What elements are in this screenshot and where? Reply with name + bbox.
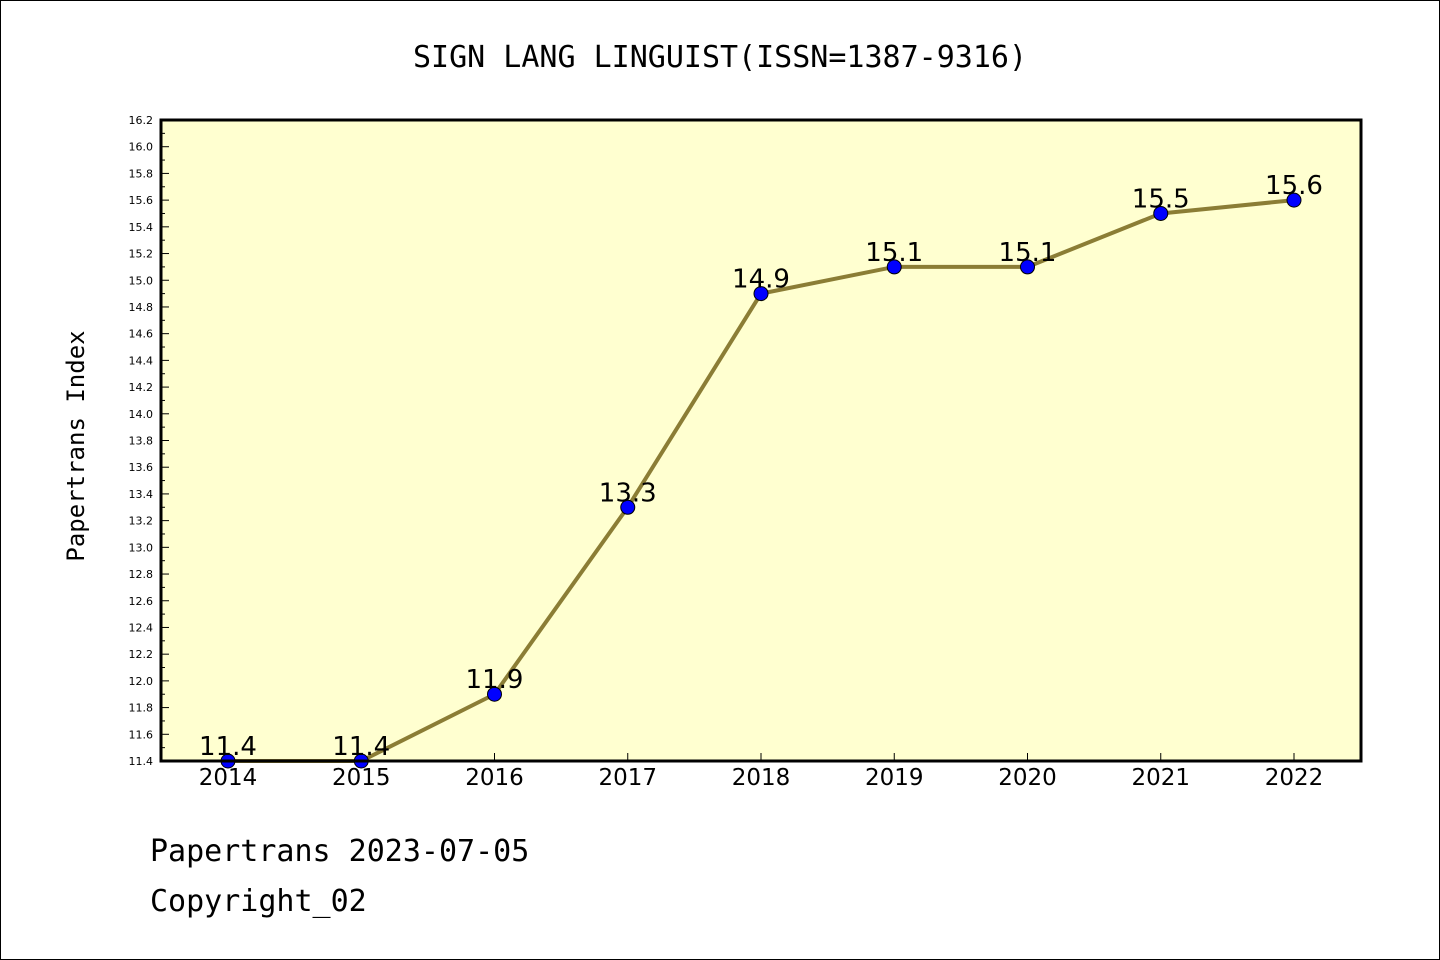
footer-source: Papertrans 2023-07-05 xyxy=(150,834,530,869)
data-point xyxy=(1286,192,1302,208)
data-point xyxy=(1153,205,1169,221)
footer-copyright: Copyright_02 xyxy=(150,884,367,919)
y-tick-label: 13.8 xyxy=(129,435,154,448)
y-tick-label: 14.0 xyxy=(129,408,154,421)
data-point xyxy=(487,686,502,702)
y-tick-label: 15.2 xyxy=(129,248,154,261)
plot-area xyxy=(161,120,1361,761)
y-tick-label: 14.2 xyxy=(129,381,154,394)
y-tick-label: 11.6 xyxy=(129,728,154,741)
y-tick-label: 12.4 xyxy=(129,621,154,634)
y-tick-label: 15.4 xyxy=(129,221,154,234)
y-tick-label: 15.8 xyxy=(129,167,154,180)
y-tick-label: 12.6 xyxy=(129,595,154,608)
y-tick-label: 14.6 xyxy=(129,328,154,341)
x-axis-ticks: 2014 2015 2016 2017 2018 2019 2020 2021 2022 xyxy=(199,753,1324,791)
data-point xyxy=(753,286,769,302)
x-tick-label: 2017 xyxy=(598,765,657,791)
y-axis-ticks: 11.4 11.6 11.8 12.0 12.2 12.4 12.6 12.8 13.0 13.2… xyxy=(129,114,169,768)
data-points xyxy=(220,192,1302,769)
x-tick-label: 2015 xyxy=(332,765,391,791)
x-tick-label: 2020 xyxy=(998,765,1057,791)
data-label: 13.3 xyxy=(599,478,657,508)
y-tick-label: 15.6 xyxy=(129,194,154,207)
y-tick-label: 13.4 xyxy=(129,488,154,501)
y-tick-label: 13.2 xyxy=(129,515,154,528)
x-tick-label: 2019 xyxy=(865,765,924,791)
x-tick-label: 2016 xyxy=(465,765,524,791)
y-axis-label: Papertrans Index xyxy=(62,330,90,561)
y-tick-label: 13.0 xyxy=(129,541,154,554)
data-label: 11.9 xyxy=(466,665,524,695)
x-tick-label: 2018 xyxy=(732,765,791,791)
data-label: 15.6 xyxy=(1265,171,1323,201)
y-tick-label: 11.4 xyxy=(129,755,154,768)
x-tick-label: 2021 xyxy=(1131,765,1190,791)
y-tick-label: 12.2 xyxy=(129,648,154,661)
y-tick-label: 14.8 xyxy=(129,301,154,314)
data-label: 11.4 xyxy=(199,732,257,762)
y-tick-label: 15.0 xyxy=(129,274,154,287)
y-tick-label: 13.6 xyxy=(129,461,154,474)
data-label: 15.1 xyxy=(865,238,923,268)
data-point xyxy=(886,259,902,275)
data-label: 15.5 xyxy=(1132,184,1190,214)
data-point xyxy=(1020,259,1035,275)
chart-title: SIGN LANG LINGUIST(ISSN=1387-9316) xyxy=(413,40,1027,75)
y-tick-label: 16.0 xyxy=(129,141,154,154)
data-label: 11.4 xyxy=(332,732,390,762)
y-tick-label: 12.8 xyxy=(129,568,154,581)
plot-border xyxy=(159,118,1363,763)
data-label: 15.1 xyxy=(999,238,1057,268)
data-labels: 11.4 11.4 11.9 13.3 14.9 15.1 15.1 15.5 15.6 xyxy=(199,171,1323,762)
x-tick-label: 2022 xyxy=(1265,765,1324,791)
y-tick-label: 12.0 xyxy=(129,675,154,688)
y-tick-label: 11.8 xyxy=(129,702,154,715)
y-tick-label: 14.4 xyxy=(129,354,154,367)
data-label: 14.9 xyxy=(732,265,790,295)
x-tick-label: 2014 xyxy=(199,765,258,791)
data-point xyxy=(620,499,636,515)
y-tick-label: 16.2 xyxy=(129,114,154,127)
